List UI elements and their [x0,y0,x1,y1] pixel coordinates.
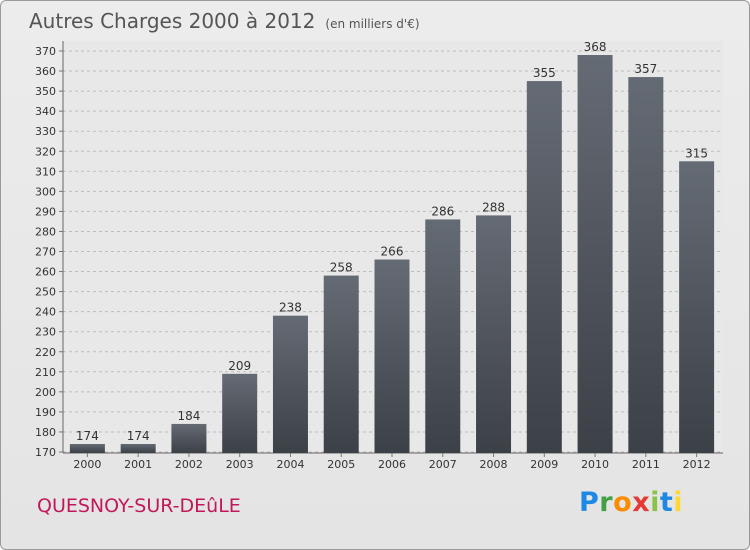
y-tick-label: 190 [35,406,56,419]
data-label: 368 [584,40,607,54]
y-tick-label: 200 [35,386,56,399]
y-tick-label: 350 [35,85,56,98]
y-tick-label: 220 [35,346,56,359]
chart-subtitle: (en milliers d'€) [325,17,420,31]
y-tick-label: 300 [35,185,56,198]
y-tick-label: 320 [35,145,56,158]
y-tick-label: 230 [35,326,56,339]
data-label: 209 [228,359,251,373]
y-tick-label: 280 [35,225,56,238]
x-tick-label: 2009 [530,458,558,471]
bar [526,81,562,453]
y-tick-label: 370 [35,45,56,58]
data-label: 266 [381,245,404,259]
x-tick-label: 2012 [683,458,711,471]
data-label: 184 [177,409,200,423]
logo-letter: t [659,487,674,518]
bar [171,423,207,453]
bar [222,373,258,453]
y-tick-label: 240 [35,306,56,319]
y-tick-label: 170 [35,446,56,459]
y-tick-label: 270 [35,246,56,259]
logo-letter: o [613,487,633,518]
data-label: 258 [330,261,353,275]
bar [425,219,461,453]
commune-name: QUESNOY-SUR-DEûLE [37,495,241,517]
chart-title: Autres Charges 2000 à 2012 [29,9,316,33]
y-tick-label: 340 [35,105,56,118]
data-label: 357 [634,62,657,76]
bar [69,443,105,453]
x-tick-label: 2003 [226,458,254,471]
y-tick-label: 290 [35,205,56,218]
bar [476,215,512,453]
data-label: 238 [279,301,302,315]
data-label: 174 [127,429,150,443]
logo-letter: P [579,487,600,518]
x-tick-label: 2010 [581,458,609,471]
x-tick-label: 2011 [632,458,660,471]
y-tick-label: 180 [35,426,56,439]
y-tick-label: 330 [35,125,56,138]
chart-title-block: Autres Charges 2000 à 2012 (en milliers d… [29,9,420,33]
bar [272,315,308,453]
x-tick-label: 2000 [73,458,101,471]
x-tick-label: 2008 [480,458,508,471]
y-tick-label: 310 [35,165,56,178]
data-label: 315 [685,146,708,160]
x-tick-label: 2001 [124,458,152,471]
y-tick-label: 260 [35,266,56,279]
bar [628,77,664,453]
proxiti-logo[interactable]: Proxiti [579,487,683,518]
logo-letter: i [673,487,684,518]
x-tick-label: 2005 [327,458,355,471]
data-label: 286 [431,204,454,218]
data-label: 288 [482,200,505,214]
x-tick-label: 2007 [429,458,457,471]
logo-letter: x [632,487,651,518]
y-tick-label: 250 [35,286,56,299]
y-tick-label: 360 [35,65,56,78]
bar [679,161,715,453]
logo-letter: r [599,487,614,518]
y-tick-label: 210 [35,366,56,379]
x-tick-label: 2006 [378,458,406,471]
bar [374,259,410,453]
bar [577,55,613,453]
x-tick-label: 2004 [276,458,304,471]
bar [120,443,156,453]
x-tick-label: 2002 [175,458,203,471]
bar [323,275,359,453]
logo-letter: i [650,487,660,518]
data-label: 355 [533,66,556,80]
data-label: 174 [76,429,99,443]
